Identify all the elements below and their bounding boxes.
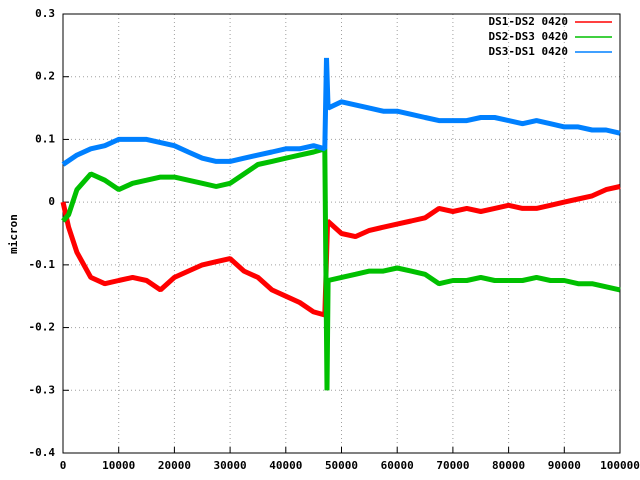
line-series — [61, 146, 621, 391]
x-tick-label: 30000 — [214, 459, 247, 472]
y-tick-label: -0.4 — [29, 446, 56, 459]
x-tick-label: 60000 — [381, 459, 414, 472]
x-tick-label: 0 — [60, 459, 67, 472]
y-axis-label: micron — [7, 214, 20, 254]
legend-label: DS1-DS2 0420 — [489, 15, 568, 28]
x-tick-label: 40000 — [269, 459, 302, 472]
legend-label: DS2-DS3 0420 — [489, 30, 568, 43]
x-tick-label: 20000 — [158, 459, 191, 472]
x-tick-label: 90000 — [548, 459, 581, 472]
y-tick-label: 0.2 — [35, 70, 55, 83]
x-tick-label: 70000 — [436, 459, 469, 472]
legend-label: DS3-DS1 0420 — [489, 45, 568, 58]
y-tick-label: -0.2 — [29, 321, 56, 334]
line-series — [61, 57, 621, 167]
y-tick-label: -0.3 — [29, 383, 56, 396]
plot-border — [62, 13, 621, 454]
x-tick-label: 50000 — [325, 459, 358, 472]
y-tick-label: 0.1 — [35, 132, 55, 145]
y-tick-label: -0.1 — [29, 258, 56, 271]
x-tick-label: 80000 — [492, 459, 525, 472]
y-tick-label: 0.3 — [35, 7, 55, 20]
y-tick-label: 0 — [48, 195, 55, 208]
x-tick-label: 100000 — [600, 459, 640, 472]
x-tick-label: 10000 — [102, 459, 135, 472]
